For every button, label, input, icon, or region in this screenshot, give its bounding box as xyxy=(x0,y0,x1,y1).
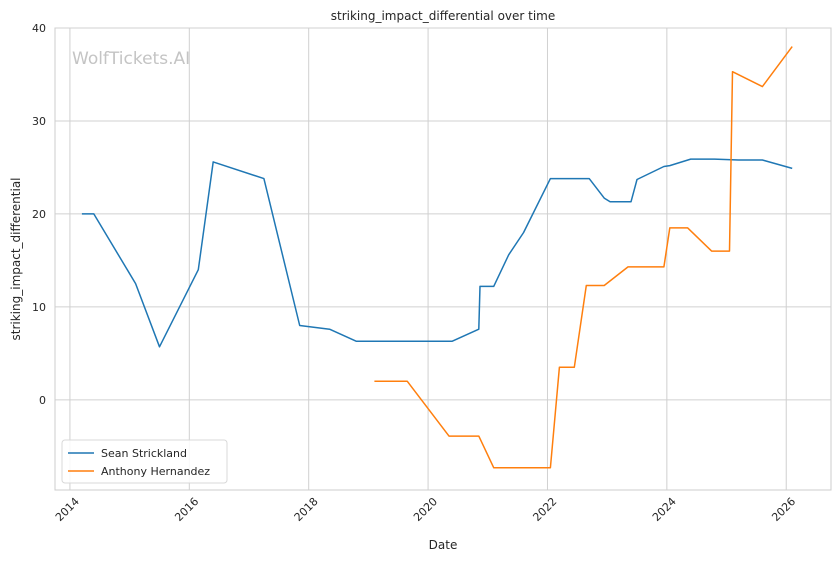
series-line-sean-strickland xyxy=(81,158,793,348)
x-tick-label: 2020 xyxy=(411,495,440,524)
x-tick-label: 2026 xyxy=(769,495,798,524)
legend: Sean Strickland Anthony Hernandez xyxy=(61,439,228,484)
x-tick-label: 2024 xyxy=(650,495,679,524)
y-tick-label: 40 xyxy=(32,22,46,35)
chart-title: striking_impact_differential over time xyxy=(331,9,556,23)
y-tick-label: 20 xyxy=(32,208,46,221)
y-tick-label: 30 xyxy=(32,115,46,128)
watermark: WolfTickets.AI xyxy=(72,49,190,69)
legend-label-sean-strickland: Sean Strickland xyxy=(101,447,187,460)
y-tick-label: 0 xyxy=(39,394,46,407)
legend-box xyxy=(61,439,228,484)
x-tick-label: 2018 xyxy=(292,495,321,524)
x-axis-label: Date xyxy=(429,538,458,552)
x-tick-label: 2014 xyxy=(53,495,82,524)
y-tick-label: 10 xyxy=(32,301,46,314)
x-tick-label: 2022 xyxy=(530,495,559,524)
x-tick-label: 2016 xyxy=(172,495,201,524)
x-axis-ticks: 2014 2016 2018 2020 2022 2024 2026 xyxy=(53,495,798,524)
grid-lines xyxy=(55,27,831,490)
y-axis-ticks: 0 10 20 30 40 xyxy=(32,22,46,407)
legend-label-anthony-hernandez: Anthony Hernandez xyxy=(101,465,210,478)
plot-background xyxy=(54,27,832,491)
series-layer xyxy=(81,46,793,469)
series-line-anthony-hernandez xyxy=(374,46,793,469)
y-axis-label: striking_impact_differential xyxy=(9,177,23,340)
